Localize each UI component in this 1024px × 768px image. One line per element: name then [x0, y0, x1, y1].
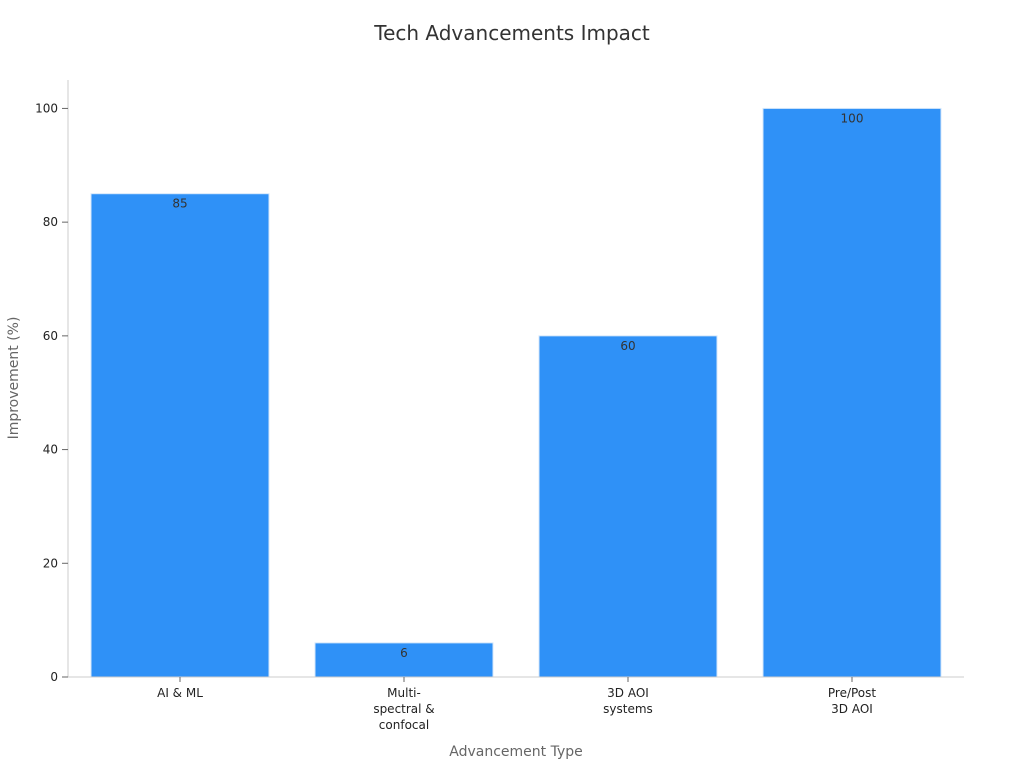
plot-area: 85 6 60 100 — [90, 107, 942, 678]
x-tick-label-line: 3D AOI — [607, 686, 649, 700]
bar — [314, 642, 494, 678]
bar — [538, 335, 718, 678]
x-tick-label: Pre/Post 3D AOI — [828, 686, 877, 716]
y-axis-title: Improvement (%) — [6, 317, 22, 440]
bar — [90, 193, 270, 678]
x-axis-title: Advancement Type — [449, 744, 583, 760]
data-label: 6 — [400, 646, 408, 660]
x-tick-label-line: systems — [603, 702, 653, 716]
chart-title: Tech Advancements Impact — [373, 21, 650, 45]
y-tick-label: 20 — [43, 556, 58, 570]
x-tick-label: AI & ML — [157, 686, 203, 700]
y-tick-label: 60 — [43, 329, 58, 343]
y-tick-label: 0 — [50, 670, 58, 684]
x-tick-label-line: Multi- — [387, 686, 421, 700]
bar — [762, 107, 942, 678]
x-tick-label-line: Pre/Post — [828, 686, 877, 700]
x-tick-label-line: spectral & — [373, 702, 434, 716]
data-label: 60 — [620, 339, 635, 353]
data-label: 85 — [172, 197, 187, 211]
y-tick-label: 40 — [43, 443, 58, 457]
y-tick-label: 80 — [43, 215, 58, 229]
x-tick-label-line: AI & ML — [157, 686, 203, 700]
x-tick-label: 3D AOI systems — [603, 686, 653, 716]
data-label: 100 — [841, 111, 864, 125]
x-tick-label: Multi-spectral & confocal — [373, 686, 434, 732]
y-tick-label: 100 — [35, 101, 58, 115]
x-tick-label-line: confocal — [379, 718, 429, 732]
x-tick-label-line: 3D AOI — [831, 702, 873, 716]
